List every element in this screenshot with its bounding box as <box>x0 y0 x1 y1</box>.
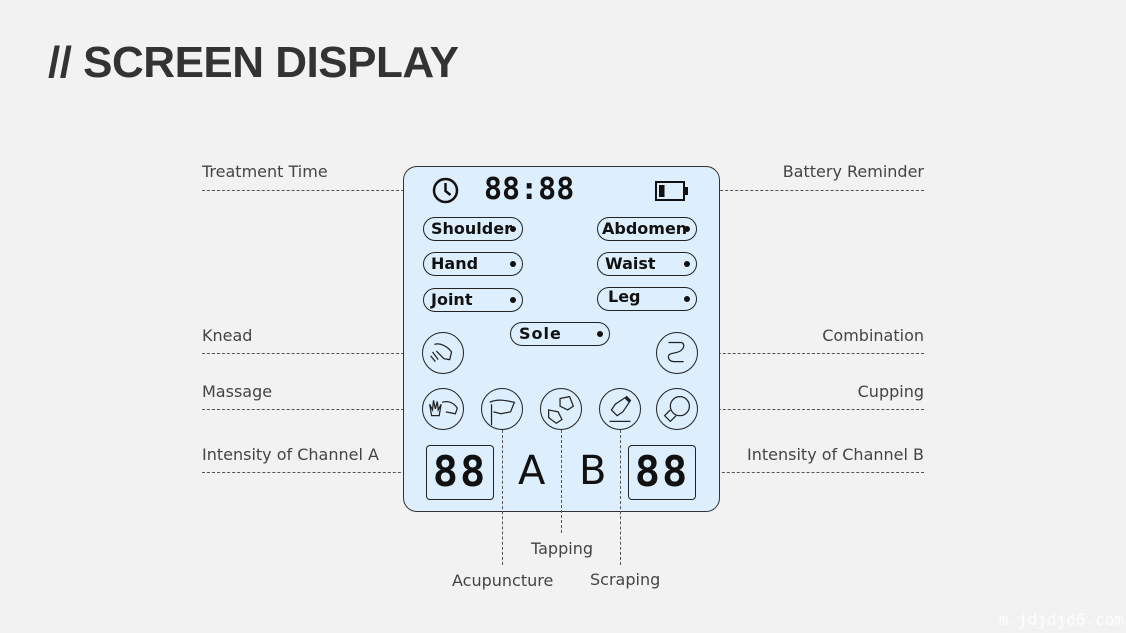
area-abdomen: Abdomen <box>597 217 697 241</box>
label-knead: Knead <box>202 326 253 345</box>
indicator-dot <box>684 226 690 232</box>
label-intensity-a: Intensity of Channel A <box>202 445 379 464</box>
area-waist: Waist <box>597 252 697 276</box>
leader-line <box>620 430 621 565</box>
leader-line <box>202 472 426 473</box>
indicator-dot <box>684 261 690 267</box>
channel-a-indicator: A <box>518 448 546 494</box>
label-acupuncture: Acupuncture <box>452 571 554 590</box>
battery-icon <box>655 181 689 201</box>
leader-line <box>202 353 424 354</box>
label-battery-reminder: Battery Reminder <box>782 162 924 181</box>
indicator-dot <box>684 296 690 302</box>
area-leg: Leg <box>597 287 697 311</box>
scraping-icon <box>599 388 641 430</box>
cupping-icon <box>656 388 698 430</box>
intensity-b-display: 88 <box>628 445 696 500</box>
indicator-dot <box>597 331 603 337</box>
leader-line <box>697 472 924 473</box>
indicator-dot <box>510 261 516 267</box>
label-cupping: Cupping <box>857 382 924 401</box>
area-hand: Hand <box>423 252 523 276</box>
indicator-dot <box>510 226 516 232</box>
watermark: m.jdjdjd6.com <box>998 610 1124 629</box>
label-treatment-time: Treatment Time <box>202 162 328 181</box>
leader-line <box>690 190 924 191</box>
leader-line <box>561 430 562 533</box>
area-sole: Sole <box>510 322 610 346</box>
leader-line <box>698 353 924 354</box>
acupuncture-icon <box>481 388 523 430</box>
knead-icon <box>422 332 464 374</box>
label-tapping: Tapping <box>531 539 593 558</box>
page-title: // SCREEN DISPLAY <box>48 38 459 87</box>
label-scraping: Scraping <box>590 570 661 589</box>
clock-icon <box>432 177 459 204</box>
leader-line <box>698 409 924 410</box>
leader-line <box>202 190 424 191</box>
leader-line <box>202 409 424 410</box>
time-display: 88:88 <box>484 172 575 207</box>
combination-icon <box>656 332 698 374</box>
tapping-icon <box>540 388 582 430</box>
intensity-a-display: 88 <box>426 445 494 500</box>
label-combination: Combination <box>822 326 924 345</box>
label-massage: Massage <box>202 382 273 401</box>
massage-icon <box>422 388 464 430</box>
label-intensity-b: Intensity of Channel B <box>747 445 924 464</box>
area-joint: Joint <box>423 288 523 312</box>
channel-b-indicator: B <box>579 448 607 494</box>
leader-line <box>502 430 503 565</box>
indicator-dot <box>510 297 516 303</box>
area-shoulder: Shoulder <box>423 217 523 241</box>
